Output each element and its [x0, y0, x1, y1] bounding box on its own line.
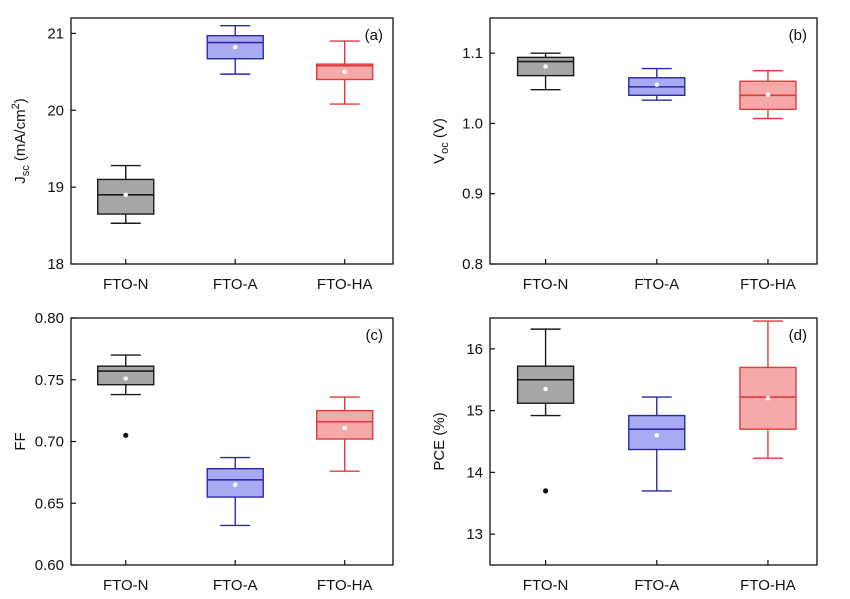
- box-fto-a: [628, 67, 686, 101]
- mean-marker: [765, 92, 771, 97]
- y-tick-label: 15: [466, 403, 483, 420]
- panel-label: (a): [365, 27, 383, 44]
- box-fto-a: [206, 456, 264, 527]
- x-tick-label: FTO-N: [523, 276, 569, 293]
- x-tick-label: FTO-HA: [740, 276, 796, 293]
- box-fto-ha: [316, 40, 374, 105]
- plot-frame: [489, 317, 818, 566]
- y-axis-label-sub: sc: [20, 165, 32, 177]
- y-axis-label-rest: (mA/cm: [12, 109, 29, 165]
- box-fto-a: [628, 396, 686, 492]
- y-axis-label-main: V: [431, 154, 448, 164]
- y-tick-label: 20: [47, 102, 64, 119]
- y-axis-label-main: FF: [12, 432, 29, 450]
- x-tick-label: FTO-HA: [317, 577, 373, 594]
- y-tick-label: 0.9: [462, 186, 483, 203]
- y-tick-label: 19: [47, 179, 64, 196]
- x-tick-label: FTO-A: [634, 276, 679, 293]
- mean-marker: [654, 433, 660, 438]
- y-axis-label-end: ): [12, 98, 29, 103]
- box-iqr: [316, 409, 374, 440]
- x-tick-label: FTO-A: [213, 577, 258, 594]
- mean-marker: [342, 425, 347, 431]
- box-fto-ha: [739, 70, 797, 120]
- mean-marker: [342, 69, 347, 75]
- box-fto-n: [516, 52, 575, 91]
- box-iqr: [97, 178, 155, 215]
- y-axis-label-main: J: [12, 176, 29, 184]
- y-axis-label: PCE (%): [431, 412, 448, 470]
- y-tick-label: 0.60: [35, 557, 64, 574]
- mean-marker: [232, 482, 238, 487]
- x-tick-label: FTO-N: [103, 276, 149, 293]
- y-axis-label-rest: (V): [431, 118, 448, 142]
- y-tick-label: 16: [466, 341, 483, 358]
- y-tick-label: 0.8: [462, 256, 483, 273]
- box-iqr: [628, 414, 686, 451]
- y-axis-label: Voc (V): [431, 118, 451, 164]
- box-iqr: [97, 365, 155, 386]
- x-tick-label: FTO-HA: [317, 276, 373, 293]
- y-tick-label: 0.80: [35, 310, 64, 327]
- mean-marker: [123, 192, 128, 198]
- panel-label: (d): [789, 327, 807, 344]
- box-fto-n: [97, 164, 155, 224]
- y-tick-label: 13: [466, 526, 483, 543]
- y-axis-label-main: PCE (%): [431, 412, 448, 470]
- y-tick-label: 1.0: [462, 115, 483, 132]
- y-tick-label: 0.65: [35, 495, 64, 512]
- panel-label: (c): [366, 327, 384, 344]
- y-tick-label: 21: [47, 25, 64, 42]
- y-tick-label: 18: [47, 256, 64, 273]
- plot-frame: [489, 17, 818, 265]
- x-tick-label: FTO-HA: [740, 577, 796, 594]
- box-fto-a: [206, 24, 264, 75]
- box-fto-ha: [739, 320, 797, 459]
- y-tick-label: 0.75: [35, 372, 64, 389]
- plot-frame: [70, 17, 394, 265]
- y-axis-label-sup: 2: [10, 103, 22, 109]
- box-fto-n: [516, 328, 575, 494]
- outlier-point: [542, 488, 549, 494]
- mean-marker: [543, 386, 548, 392]
- x-tick-label: FTO-N: [523, 577, 569, 594]
- box-fto-n: [97, 354, 155, 438]
- panel-d: 13 14 15 16 FTO-N FTO-A FTO-HA (d) PCE (%): [431, 317, 818, 594]
- box-iqr: [516, 365, 575, 404]
- mean-marker: [123, 376, 128, 381]
- mean-marker: [543, 64, 548, 69]
- mean-marker: [765, 396, 771, 401]
- y-tick-label: 14: [466, 464, 483, 481]
- y-tick-label: 1.1: [462, 45, 483, 62]
- box-fto-ha: [316, 396, 374, 472]
- y-axis-label: FF: [12, 432, 29, 450]
- panel-b: 0.8 0.9 1.0 1.1 FTO-N FTO-A FTO-HA (b) Voc (V): [431, 17, 818, 293]
- outlier-point: [123, 432, 129, 438]
- panel-label: (b): [789, 27, 807, 44]
- x-tick-label: FTO-A: [634, 577, 679, 594]
- mean-marker: [654, 82, 660, 88]
- y-tick-label: 0.70: [35, 434, 64, 451]
- y-axis-label-sub: oc: [439, 142, 451, 154]
- x-tick-label: FTO-A: [213, 276, 258, 293]
- x-tick-label: FTO-N: [103, 577, 149, 594]
- panel-a: 18 19 20 21 FTO-N FTO-A FTO-HA (a) Jsc (mA/cm2): [10, 17, 394, 293]
- y-axis-label: Jsc (mA/cm2): [10, 98, 32, 183]
- panel-c: 0.60 0.65 0.70 0.75 0.80 FTO-N FTO-A FTO-HA (c) F…: [12, 310, 394, 594]
- mean-marker: [232, 44, 238, 50]
